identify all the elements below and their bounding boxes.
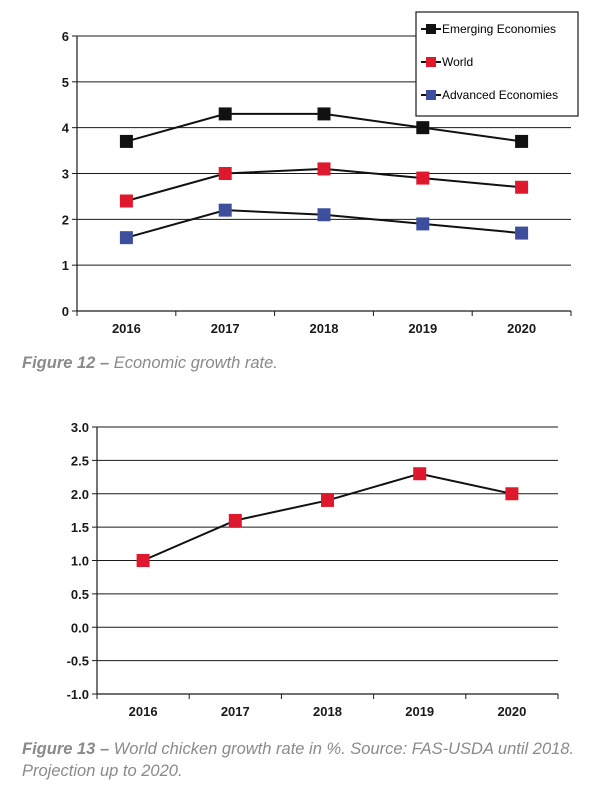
- fig13-y-tick-label: 1.5: [71, 520, 89, 535]
- fig12-legend-label-1: World: [442, 55, 473, 69]
- figure-12-caption-text: Economic growth rate.: [109, 354, 278, 372]
- fig12-y-tick-label: 6: [62, 29, 69, 44]
- fig13-y-tick-label: 0.5: [71, 587, 89, 602]
- figure-12-caption-prefix: Figure 12 –: [22, 354, 110, 372]
- fig13-series-line-0: [142, 472, 513, 562]
- fig12-data-point-0-0: [119, 134, 133, 148]
- fig12-legend-marker-0: [426, 24, 436, 34]
- fig12-data-point-0-2: [317, 107, 331, 121]
- fig12-x-tick-label: 2019: [408, 321, 437, 336]
- fig13-y-tick-label: 3.0: [71, 420, 89, 435]
- fig13-y-tick-label: 2.5: [71, 453, 89, 468]
- fig12-legend-box: [415, 11, 579, 117]
- fig12-data-point-1-1: [218, 167, 232, 180]
- fig13-data-point-0-4: [505, 487, 519, 501]
- figure-13-chart: -1.0 -0.5 0.0 0.5 1.0 1.5 2.0 2.5 3.0 2016 2017 201…: [0, 408, 611, 726]
- fig12-y-tick-label: 0: [62, 304, 69, 319]
- fig12-y-tick-label: 1: [62, 258, 69, 273]
- fig13-x-tick-label: 2017: [221, 704, 250, 719]
- fig13-data-point-0-3: [413, 467, 427, 481]
- figure-12-caption: Figure 12 – Economic growth rate.: [22, 352, 278, 374]
- fig12-x-tick-label: 2017: [211, 321, 240, 336]
- fig13-data-point-0-1: [228, 513, 242, 527]
- fig12-data-point-1-0: [119, 194, 133, 208]
- fig12-data-point-0-3: [416, 121, 430, 135]
- fig12-y-tick-label: 3: [62, 167, 69, 182]
- fig13-y-tick-label: -1.0: [67, 687, 89, 702]
- fig12-data-point-0-1: [218, 107, 232, 121]
- fig13-y-tick-label: 2.0: [71, 487, 89, 502]
- fig12-data-point-2-3: [416, 217, 430, 231]
- fig12-data-point-0-4: [515, 134, 529, 148]
- fig13-x-tick-label: 2018: [313, 704, 342, 719]
- fig12-legend-marker-1: [426, 57, 436, 67]
- fig13-x-tick-label: 2016: [129, 704, 158, 719]
- figure-12-svg: 0 1 2 3 4 5 6 2016 2017 2018 2019 2020 Emerging Econ…: [62, 11, 579, 336]
- fig12-data-point-2-1: [218, 203, 232, 217]
- fig12-data-point-2-4: [515, 226, 529, 240]
- fig12-data-point-2-0: [119, 231, 133, 245]
- fig13-y-tick-label: -0.5: [67, 654, 89, 669]
- fig12-legend-label-0: Emerging Economies: [442, 22, 556, 36]
- fig12-x-tick-label: 2020: [507, 321, 536, 336]
- fig12-y-tick-label: 4: [62, 121, 70, 136]
- fig13-x-tick-label: 2020: [497, 704, 526, 719]
- figure-13-caption: Figure 13 – World chicken growth rate in…: [22, 738, 592, 782]
- figure-12-chart: 0 1 2 3 4 5 6 2016 2017 2018 2019 2020 Emerging Econ…: [0, 0, 611, 340]
- fig12-y-tick-label: 5: [62, 75, 69, 90]
- fig12-legend-marker-2: [426, 90, 436, 100]
- fig13-y-tick-label: 0.0: [71, 620, 89, 635]
- fig13-y-tick-label: 1.0: [71, 554, 89, 569]
- fig12-data-point-1-2: [317, 162, 331, 176]
- fig12-data-point-2-2: [317, 208, 331, 222]
- fig13-data-point-0-2: [321, 493, 334, 507]
- figure-13-svg: -1.0 -0.5 0.0 0.5 1.0 1.5 2.0 2.5 3.0 2016 2017 201…: [67, 420, 559, 719]
- figure-13-caption-text: World chicken growth rate in %. Source: …: [22, 740, 575, 780]
- fig12-data-point-1-4: [515, 180, 529, 194]
- figure-13-caption-prefix: Figure 13 –: [22, 740, 110, 758]
- fig13-data-point-0-0: [136, 554, 150, 567]
- fig12-y-tick-label: 2: [62, 212, 69, 227]
- fig12-x-tick-label: 2018: [310, 321, 339, 336]
- fig12-x-tick-label: 2016: [112, 321, 141, 336]
- fig13-x-tick-label: 2019: [405, 704, 434, 719]
- fig12-legend-label-2: Advanced Economies: [442, 88, 558, 102]
- fig12-data-point-1-3: [416, 171, 430, 185]
